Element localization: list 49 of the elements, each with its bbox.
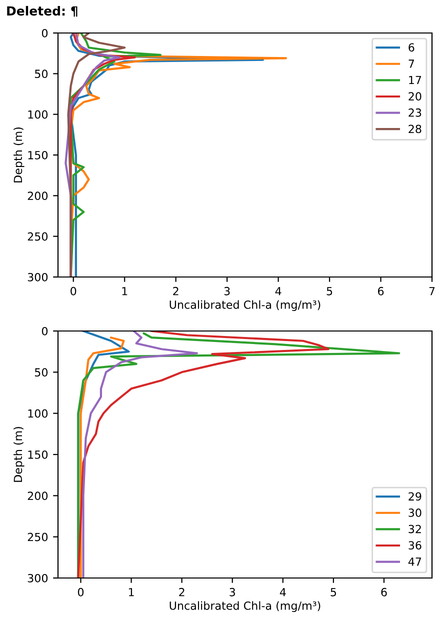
y-tick-label: 150 bbox=[28, 150, 48, 160]
x-tick-label: 6 bbox=[378, 286, 384, 296]
x-tick-label: 2 bbox=[173, 286, 178, 296]
legend-label: 6 bbox=[408, 43, 414, 52]
line-series bbox=[82, 331, 198, 578]
y-tick-label: 250 bbox=[28, 232, 48, 241]
x-tick-label: 3 bbox=[224, 286, 230, 296]
x-tick-label: 4 bbox=[280, 588, 286, 596]
legend-label: 32 bbox=[408, 524, 421, 534]
x-tick-label: 4 bbox=[275, 287, 282, 296]
y-tick-label: 0 bbox=[42, 28, 48, 38]
legend-label: 28 bbox=[408, 124, 422, 134]
legend-label: 36 bbox=[408, 541, 422, 550]
y-tick-label: 0 bbox=[42, 326, 48, 336]
y-axis-title: Depth (m) bbox=[14, 427, 24, 482]
y-axis-title: Depth (m) bbox=[14, 128, 24, 182]
x-tick-label: 0 bbox=[70, 286, 76, 296]
y-tick-label: 100 bbox=[28, 110, 48, 119]
x-tick-label: 7 bbox=[429, 287, 435, 296]
y-tick-label: 100 bbox=[28, 409, 48, 418]
x-tick-label: 1 bbox=[122, 287, 128, 296]
y-tick-label: 50 bbox=[34, 70, 48, 78]
legend-label: 23 bbox=[408, 108, 422, 117]
legend-label: 7 bbox=[408, 60, 414, 68]
legend-label: 29 bbox=[408, 492, 422, 501]
line-series bbox=[77, 331, 330, 578]
y-tick-label: 300 bbox=[28, 574, 48, 582]
x-tick-label: 0 bbox=[78, 588, 84, 596]
x-axis-title: Uncalibrated Chl-a (mg/m³) bbox=[170, 601, 320, 612]
text: Deleted: ¶ bbox=[7, 6, 78, 17]
x-axis-title: Uncalibrated Chl-a (mg/m³) bbox=[170, 300, 320, 312]
x-tick-label: 2 bbox=[179, 588, 184, 596]
y-tick-label: 50 bbox=[34, 368, 48, 377]
y-tick-label: 250 bbox=[28, 532, 48, 542]
x-tick-label: 6 bbox=[381, 588, 387, 596]
x-tick-label: 3 bbox=[230, 588, 236, 596]
legend-label: 20 bbox=[408, 92, 422, 101]
legend-label: 47 bbox=[408, 558, 422, 566]
legend-label: 17 bbox=[409, 76, 422, 84]
y-tick-label: 200 bbox=[28, 492, 48, 500]
line-series bbox=[80, 336, 125, 578]
x-tick-label: 1 bbox=[128, 588, 134, 596]
line-series bbox=[77, 332, 400, 578]
legend-label: 30 bbox=[408, 508, 422, 517]
y-tick-label: 150 bbox=[28, 450, 48, 459]
y-tick-label: 200 bbox=[28, 192, 48, 200]
x-tick-label: 5 bbox=[330, 588, 336, 596]
y-tick-label: 300 bbox=[28, 272, 48, 282]
x-tick-label: 5 bbox=[326, 287, 332, 296]
